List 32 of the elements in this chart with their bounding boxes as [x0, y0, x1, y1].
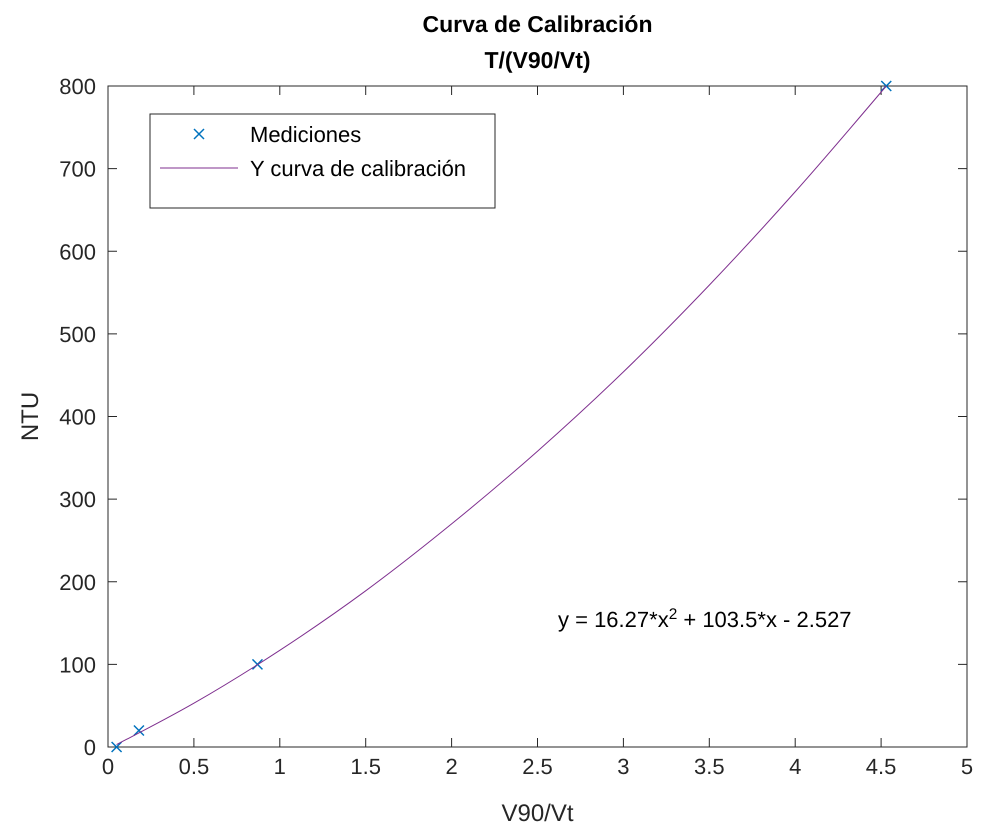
x-tick-label: 1.5 — [350, 754, 381, 779]
chart-title: Curva de Calibración — [422, 11, 653, 37]
point — [110, 741, 122, 753]
point — [252, 658, 264, 670]
line-series — [116, 86, 887, 746]
y-tick-label: 100 — [59, 652, 96, 678]
y-tick-label: 400 — [59, 404, 96, 430]
x-tick-label: 3 — [617, 754, 630, 779]
x-tick-label: 2 — [445, 754, 458, 779]
x-tick-label: 4 — [789, 754, 802, 779]
y-tick-label: 200 — [59, 570, 96, 595]
y-tick-label: 700 — [59, 156, 96, 182]
x-axis-title: V90/Vt — [501, 800, 574, 826]
y-tick-label: 600 — [59, 239, 96, 264]
x-tick-label: 3.5 — [694, 754, 725, 779]
x-tick-label: 1 — [274, 754, 286, 779]
point — [133, 724, 145, 736]
y-tick-label: 0 — [84, 735, 96, 760]
y-tick-label: 500 — [59, 322, 96, 347]
legend-label: Mediciones — [250, 122, 362, 147]
x-tick-label: 0.5 — [178, 754, 210, 779]
y-tick-label: 300 — [59, 487, 96, 512]
chart-subtitle: T/(V90/Vt) — [484, 47, 591, 73]
point — [880, 80, 892, 92]
y-axis-title: NTU — [17, 392, 44, 442]
y-tick-label: 800 — [59, 74, 96, 99]
x-tick-label: 2.5 — [522, 754, 553, 779]
x-tick-label: 4.5 — [866, 754, 896, 779]
x-tick-label: 5 — [960, 754, 974, 779]
legend-label: Y curva de calibración — [250, 156, 466, 181]
x-tick-label: 0 — [102, 754, 114, 779]
annotation: y = 16.27*x$^{2}$ + 103.5*x - 2.527 — [558, 606, 852, 632]
